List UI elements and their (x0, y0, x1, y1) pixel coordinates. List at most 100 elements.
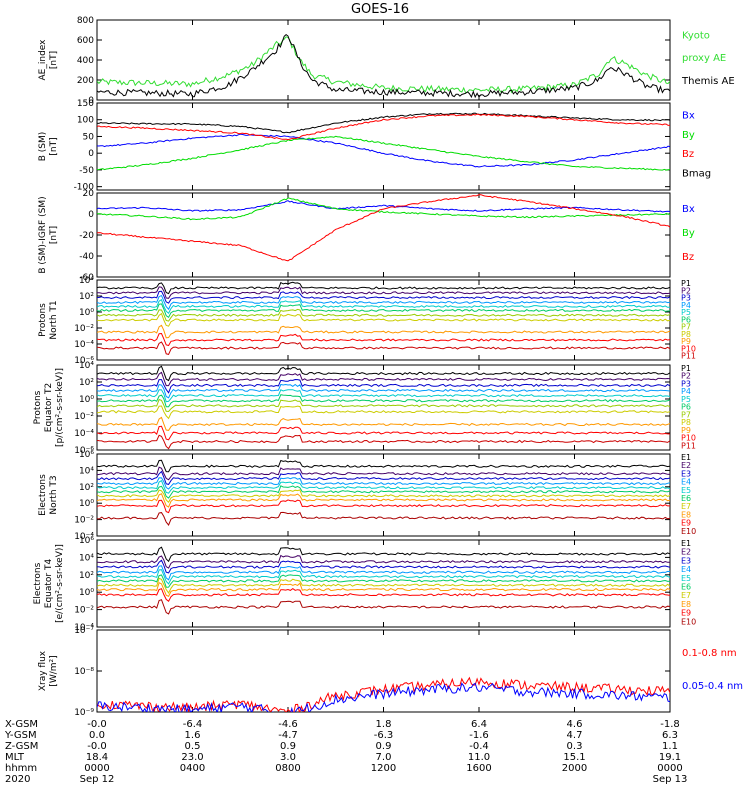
channel-label: P3 (681, 294, 691, 303)
series-line-0-1-0-8-nm (97, 676, 670, 712)
channel-label: P2 (681, 372, 691, 381)
ephemeris-value: 15.1 (563, 752, 585, 763)
y-tick-label: 10² (79, 483, 94, 493)
y-axis-label: North T3 (49, 475, 59, 514)
channel-label: E5 (681, 486, 691, 495)
channel-label: E10 (681, 527, 696, 536)
y-tick-label: 10⁰ (79, 395, 94, 405)
channel-line-p7 (97, 308, 670, 322)
y-tick-label: -100 (74, 183, 95, 193)
y-tick-label: 800 (77, 16, 94, 26)
y-axis-label: North T1 (49, 300, 59, 339)
channel-line-p5 (97, 389, 670, 403)
channel-label: E2 (681, 461, 691, 470)
channel-line-p2 (97, 371, 670, 387)
channel-line-e5 (97, 569, 670, 585)
y-tick-label: 10⁻² (74, 606, 94, 616)
y-tick-label: 10² (79, 378, 94, 388)
panel-frame (96, 102, 671, 191)
y-tick-label: 10⁰ (79, 588, 94, 598)
channel-line-p5 (97, 298, 670, 314)
channel-label: P6 (681, 403, 691, 412)
y-tick-label: 10⁻⁴ (74, 340, 94, 350)
legend-entry: Bz (682, 252, 694, 263)
channel-line-e6 (97, 574, 670, 588)
ephemeris-row-label: Z-GSM (5, 741, 38, 752)
y-tick-label: 10⁴ (79, 276, 94, 286)
channel-label: E3 (681, 556, 691, 565)
channel-label: P2 (681, 286, 691, 295)
channel-label: E7 (681, 502, 691, 511)
y-axis-label: Electrons (33, 562, 43, 604)
y-tick-label: 200 (77, 76, 94, 86)
channel-label: P9 (681, 337, 691, 346)
legend-entry: Bx (682, 204, 695, 215)
y-tick-label: 10⁶ (79, 450, 94, 460)
channel-label: P1 (681, 364, 691, 373)
channel-line-p10 (97, 425, 670, 441)
ephemeris-row-label: Y-GSM (4, 730, 37, 741)
y-tick-label: 10⁻⁹ (74, 708, 94, 718)
channel-line-e10 (97, 511, 670, 526)
channel-line-e4 (97, 565, 670, 581)
y-tick-label: 10⁰ (79, 499, 94, 509)
y-tick-label: 10⁶ (79, 536, 94, 546)
y-axis-label: Electrons (38, 474, 48, 516)
y-tick-label: -50 (79, 166, 94, 176)
channel-label: P4 (681, 387, 691, 396)
channel-line-p9 (97, 416, 670, 431)
channel-line-e2 (97, 466, 670, 481)
channel-label: P1 (681, 279, 691, 288)
ephemeris-value: 0800 (275, 763, 300, 774)
ephemeris-row-label: hhmm (5, 763, 37, 774)
channel-line-e7 (97, 489, 670, 503)
channel-line-e2 (97, 554, 670, 569)
channel-label: P10 (681, 344, 696, 353)
ephemeris-value: 6.3 (662, 730, 678, 741)
channel-line-p3 (97, 378, 670, 394)
y-axis-label: Xray flux (38, 650, 48, 691)
channel-label: P11 (681, 441, 696, 450)
y-tick-label: 10⁻² (74, 516, 94, 526)
channel-label: E9 (681, 519, 691, 528)
channel-line-p6 (97, 394, 670, 408)
y-tick-label: 10⁻² (74, 324, 94, 334)
series-line-bx (97, 200, 670, 213)
ephemeris-value: -0.0 (87, 741, 107, 752)
channel-label: P4 (681, 301, 691, 310)
y-axis-label: Equator T4 (44, 559, 54, 609)
channel-line-p7 (97, 398, 670, 413)
channel-line-p11 (97, 341, 670, 355)
ephemeris-value: -0.4 (469, 741, 489, 752)
ephemeris-value: 4.6 (567, 719, 583, 730)
panel-frame (96, 364, 671, 451)
channel-line-e4 (97, 477, 670, 490)
legend-entry: By (682, 228, 695, 239)
channel-line-p4 (97, 383, 670, 399)
channel-line-p10 (97, 332, 670, 347)
y-axis-label: [W/m²] (49, 655, 59, 686)
legend-entry: 0.05-0.4 nm (682, 681, 743, 692)
ephemeris-value: 0.9 (280, 741, 296, 752)
ephemeris-value: 0000 (84, 763, 109, 774)
y-tick-label: 100 (77, 116, 94, 126)
channel-label: E5 (681, 574, 691, 583)
channel-line-p8 (97, 312, 670, 327)
ephemeris-value: -6.3 (374, 730, 394, 741)
ephemeris-value: 0.3 (567, 741, 583, 752)
channel-line-p2 (97, 286, 670, 299)
y-tick-label: -60 (79, 273, 94, 283)
ephemeris-value: 6.4 (471, 719, 487, 730)
y-axis-label: [nT] (49, 51, 59, 69)
ephemeris-value: 1.1 (662, 741, 678, 752)
channel-line-p11 (97, 434, 670, 450)
ephemeris-value: 19.1 (659, 752, 681, 763)
y-tick-label: 0 (88, 149, 94, 159)
channel-line-e10 (97, 599, 670, 615)
ephemeris-value: 2000 (562, 763, 587, 774)
legend-entry: By (682, 130, 695, 141)
y-tick-label: 10⁻² (74, 412, 94, 422)
ephemeris-value: -4.7 (278, 730, 298, 741)
series-line-by (97, 197, 670, 221)
ephemeris-value: 0.5 (185, 741, 201, 752)
